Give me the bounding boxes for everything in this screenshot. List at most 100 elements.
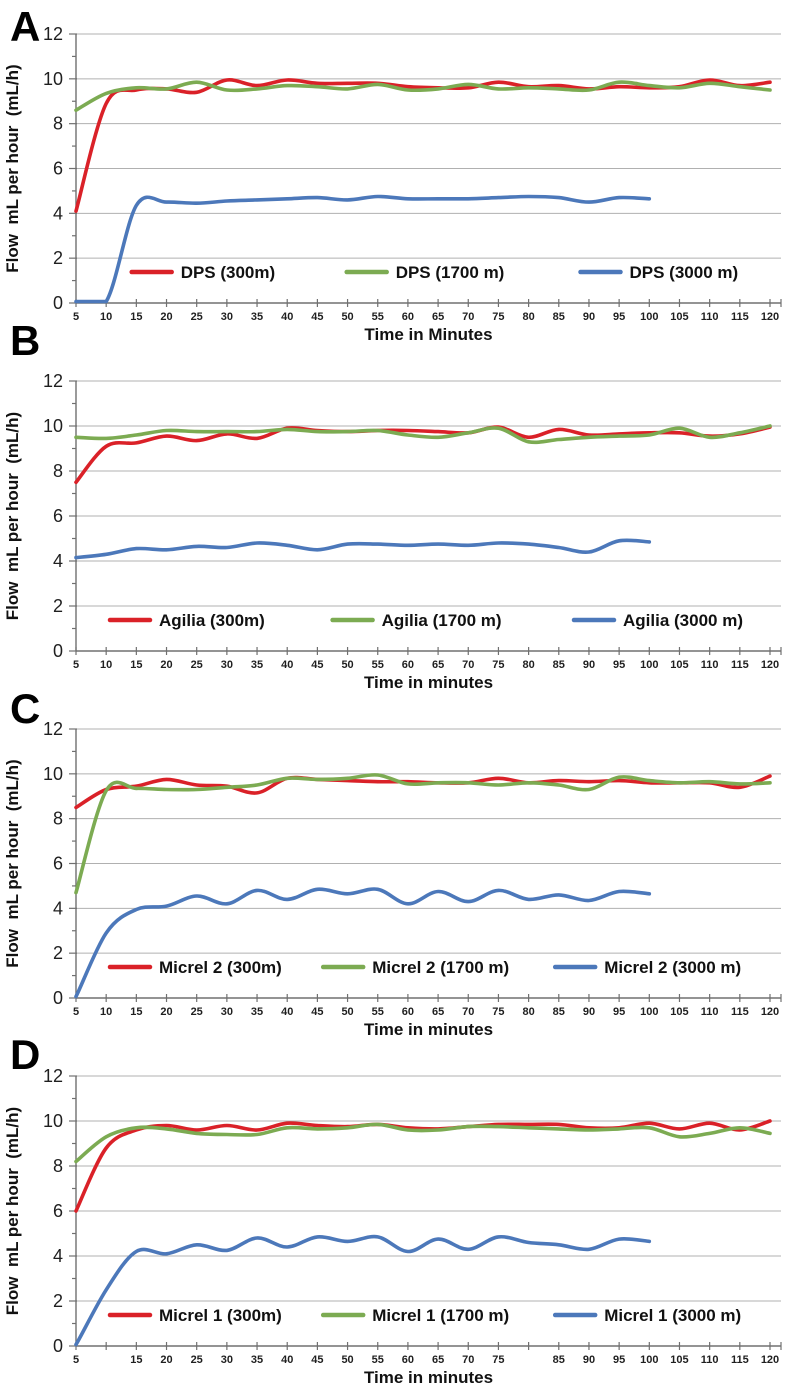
x-tick-label: 65 <box>432 659 444 671</box>
panel-letter-c: C <box>10 685 41 732</box>
legend-label: Micrel 2 (3000 m) <box>604 958 741 977</box>
x-axis-title: Time in minutes <box>364 1020 493 1039</box>
x-tick-label: 120 <box>761 1006 779 1018</box>
x-tick-label: 40 <box>281 659 293 671</box>
y-tick-label: 0 <box>53 1336 63 1356</box>
x-tick-label: 20 <box>160 1354 172 1366</box>
series-line-agilia-1700-m- <box>74 424 772 445</box>
x-tick-label: 65 <box>432 1354 444 1366</box>
x-tick-label: 50 <box>341 1006 353 1018</box>
x-tick-label: 60 <box>402 659 414 671</box>
x-tick-label: 40 <box>281 311 293 323</box>
panel-letter-d: D <box>10 1031 41 1078</box>
x-tick-label: 5 <box>73 311 79 323</box>
y-tick-label: 0 <box>53 641 63 661</box>
y-tick-label: 8 <box>53 809 63 829</box>
x-tick-label: 55 <box>372 1354 384 1366</box>
series-line-micrel-2-3000-m- <box>74 887 652 999</box>
x-tick-label: 120 <box>761 311 779 323</box>
x-tick-label: 85 <box>553 1006 565 1018</box>
legend-label: DPS (1700 m) <box>396 263 505 282</box>
x-tick-label: 90 <box>583 311 595 323</box>
x-tick-label: 100 <box>640 659 658 671</box>
x-axis-title: Time in minutes <box>364 1368 493 1387</box>
y-tick-label: 12 <box>43 24 63 44</box>
x-tick-label: 105 <box>670 311 688 323</box>
x-tick-label: 85 <box>553 659 565 671</box>
y-tick-label: 2 <box>53 248 63 268</box>
x-tick-label: 95 <box>613 1354 625 1366</box>
y-tick-label: 8 <box>53 114 63 134</box>
x-tick-label: 95 <box>613 311 625 323</box>
panel-letter-a: A <box>10 3 41 50</box>
y-tick-label: 6 <box>53 159 63 179</box>
y-axis-title: Flow mL per hour (mL/h) <box>3 1107 22 1315</box>
x-tick-label: 55 <box>372 659 384 671</box>
x-tick-label: 5 <box>73 659 79 671</box>
legend: Micrel 1 (300m) Micrel 1 (1700 m) Micrel 1… <box>107 1306 741 1325</box>
y-tick-label: 0 <box>53 293 63 313</box>
x-tick-label: 5 <box>73 1354 79 1366</box>
x-tick-label: 80 <box>522 659 534 671</box>
x-tick-label: 35 <box>251 659 263 671</box>
x-tick-label: 50 <box>341 1354 353 1366</box>
y-tick-label: 2 <box>53 943 63 963</box>
series-line-micrel-1-1700-m- <box>74 1122 772 1164</box>
x-tick-label: 40 <box>281 1006 293 1018</box>
x-tick-label: 75 <box>492 1354 504 1366</box>
y-tick-label: 12 <box>43 371 63 391</box>
x-tick-label: 75 <box>492 659 504 671</box>
x-tick-label: 10 <box>100 659 112 671</box>
x-tick-label: 70 <box>462 311 474 323</box>
x-tick-label: 95 <box>613 1006 625 1018</box>
legend-label: Agilia (3000 m) <box>623 611 743 630</box>
y-tick-label: 4 <box>53 203 63 223</box>
x-tick-label: 85 <box>553 311 565 323</box>
x-tick-label: 60 <box>402 311 414 323</box>
x-tick-label: 95 <box>613 659 625 671</box>
x-tick-label: 20 <box>160 1006 172 1018</box>
x-tick-label: 90 <box>583 1354 595 1366</box>
y-tick-label: 6 <box>53 506 63 526</box>
x-tick-label: 110 <box>701 1354 719 1366</box>
y-tick-label: 4 <box>53 551 63 571</box>
x-tick-label: 90 <box>583 659 595 671</box>
y-tick-label: 12 <box>43 1066 63 1086</box>
legend-label: Agilia (1700 m) <box>382 611 502 630</box>
y-tick-label: 2 <box>53 1291 63 1311</box>
y-axis-title: Flow mL per hour (mL/h) <box>3 412 22 620</box>
x-tick-label: 45 <box>311 659 323 671</box>
x-tick-label: 75 <box>492 311 504 323</box>
x-tick-label: 50 <box>341 659 353 671</box>
y-tick-label: 10 <box>43 764 63 784</box>
y-tick-label: 4 <box>53 1246 63 1266</box>
x-tick-label: 65 <box>432 1006 444 1018</box>
y-tick-label: 10 <box>43 416 63 436</box>
x-tick-label: 45 <box>311 311 323 323</box>
x-tick-label: 115 <box>731 1006 749 1018</box>
y-tick-label: 8 <box>53 461 63 481</box>
y-tick-label: 12 <box>43 719 63 739</box>
x-tick-label: 5 <box>73 1006 79 1018</box>
x-tick-label: 105 <box>670 659 688 671</box>
line-chart-dps: 0 2 4 6 8 10 12 5 10 15 20 25 30 35 40 45 50 55 60 65 70 75 80… <box>3 24 782 344</box>
x-tick-label: 80 <box>522 1006 534 1018</box>
legend: Agilia (300m) Agilia (1700 m) Agilia (3000… <box>107 611 743 630</box>
x-tick-label: 50 <box>341 311 353 323</box>
x-tick-label: 30 <box>221 659 233 671</box>
legend-label: Micrel 2 (1700 m) <box>372 958 509 977</box>
x-tick-label: 110 <box>701 311 719 323</box>
panel-c-micrel2: C 0 2 4 6 8 10 12 5 10 15 20 25 30 35 40 45 50 55 60 65 70 75… <box>0 688 787 1042</box>
legend: DPS (300m) DPS (1700 m) DPS (3000 m) <box>129 263 738 282</box>
y-tick-label: 2 <box>53 596 63 616</box>
x-tick-label: 60 <box>402 1354 414 1366</box>
x-tick-label: 80 <box>522 311 534 323</box>
x-tick-label: 25 <box>191 311 203 323</box>
x-axis-title: Time in Minutes <box>364 325 492 344</box>
y-tick-label: 8 <box>53 1156 63 1176</box>
x-tick-label: 25 <box>191 659 203 671</box>
series-line-dps-1700-m- <box>74 80 772 112</box>
y-tick-label: 6 <box>53 1201 63 1221</box>
x-tick-label: 105 <box>670 1006 688 1018</box>
